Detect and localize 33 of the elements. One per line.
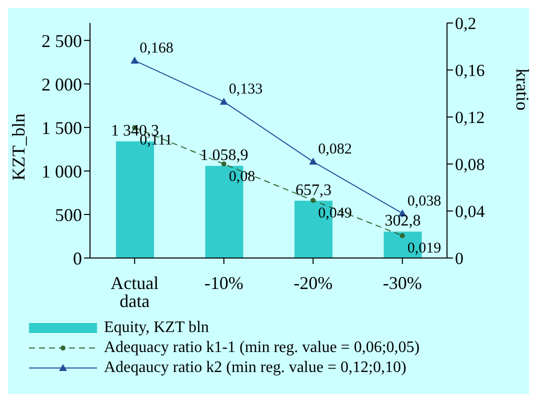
- data-label: 302,8: [384, 212, 421, 230]
- point: [400, 233, 405, 238]
- point: [310, 198, 316, 203]
- data-label: 0,038: [407, 193, 442, 210]
- data-label: 0,082: [318, 142, 352, 158]
- y2-tick-label: 0,08: [455, 155, 485, 174]
- y-axis-title: KZT_bln: [8, 114, 28, 180]
- point: [309, 158, 318, 165]
- y2-tick-label: 0,2: [455, 14, 476, 34]
- data-label: 0,133: [228, 82, 263, 98]
- legend-label: Adequacy ratio k1-1 (min reg. value = 0,06;0,05): [104, 338, 420, 358]
- y-tick-label: 1 000: [42, 161, 82, 182]
- y-tick-label: 2 000: [42, 74, 82, 94]
- y2-axis-title: kratio: [512, 68, 533, 110]
- x-tick-label: -10%: [204, 272, 244, 293]
- data-label: 0,168: [140, 40, 174, 57]
- x-tick-label: -20%: [294, 272, 333, 293]
- data-label: 657,3: [296, 182, 332, 199]
- legend-label: Adeqaucy ratio k2 (min reg. value = 0,12;0,10): [104, 358, 406, 378]
- y2-tick-label: 0,12: [455, 108, 485, 128]
- point: [130, 56, 139, 64]
- y2-tick-label: 0: [455, 249, 464, 268]
- x-tick-label: Actual data: [110, 272, 159, 311]
- y2-tick-label: 0,16: [455, 61, 485, 80]
- point: [220, 98, 228, 105]
- y-tick-label: 0: [73, 248, 82, 268]
- data-label: 1 058,9: [200, 146, 248, 164]
- x-tick-label: -30%: [382, 272, 422, 293]
- y-tick-label: 500: [55, 204, 82, 225]
- y2-tick-label: 0,04: [455, 202, 486, 222]
- y-tick-label: 2 500: [42, 30, 82, 51]
- y-tick-label: 1 500: [42, 118, 82, 138]
- legend-label: Equity, KZT bln: [104, 318, 209, 338]
